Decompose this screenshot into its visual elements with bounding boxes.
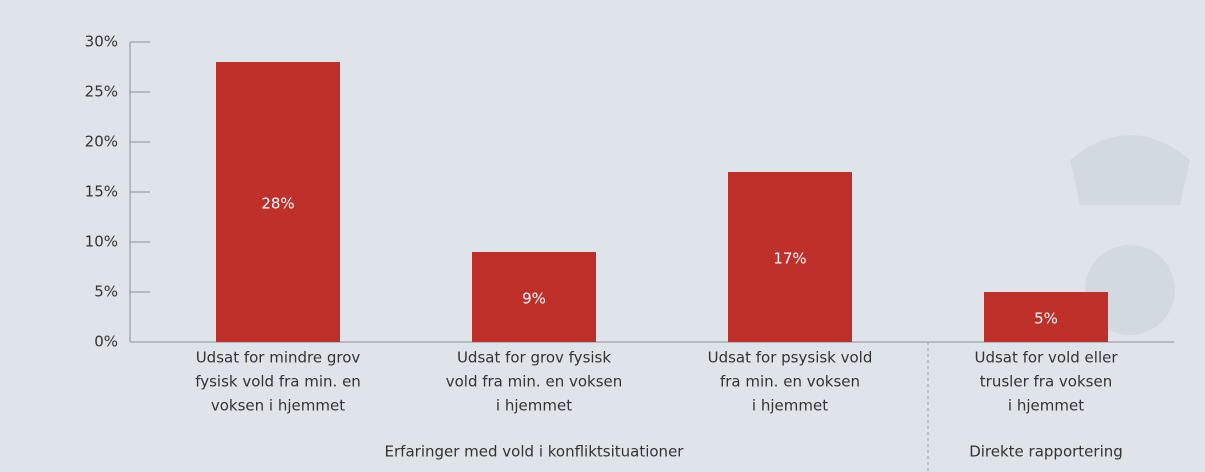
data-label: 9% [522, 290, 546, 308]
y-tick-label: 30% [85, 33, 118, 51]
group-label: Direkte rapportering [969, 443, 1123, 461]
x-tick-label: Udsat for grov fysisk [457, 349, 611, 367]
data-label: 17% [773, 250, 806, 268]
x-tick-label: vold fra min. en voksen [446, 373, 623, 391]
y-tick-label: 5% [94, 283, 118, 301]
data-label: 5% [1034, 310, 1058, 328]
watermark [1070, 135, 1190, 205]
x-tick-label: Udsat for mindre grov [196, 349, 361, 367]
x-tick-label: Udsat for psysisk vold [708, 349, 873, 367]
x-tick-label: i hjemmet [496, 397, 572, 415]
x-tick-label: voksen i hjemmet [211, 397, 345, 415]
y-tick-label: 15% [85, 183, 118, 201]
group-label: Erfaringer med vold i konfliktsituatione… [385, 443, 685, 461]
bar [728, 172, 852, 342]
y-tick-label: 10% [85, 233, 118, 251]
y-tick-label: 0% [94, 333, 118, 351]
x-tick-label: fra min. en voksen [720, 373, 860, 391]
x-tick-label: trusler fra voksen [980, 373, 1112, 391]
x-tick-label: fysisk vold fra min. en [195, 373, 361, 391]
x-tick-label: i hjemmet [752, 397, 828, 415]
bar [216, 62, 340, 342]
x-tick-label: Udsat for vold eller [974, 349, 1118, 367]
bar [472, 252, 596, 342]
x-tick-label: i hjemmet [1008, 397, 1084, 415]
y-tick-label: 20% [85, 133, 118, 151]
bar [984, 292, 1108, 342]
data-label: 28% [261, 195, 294, 213]
y-tick-label: 25% [85, 83, 118, 101]
